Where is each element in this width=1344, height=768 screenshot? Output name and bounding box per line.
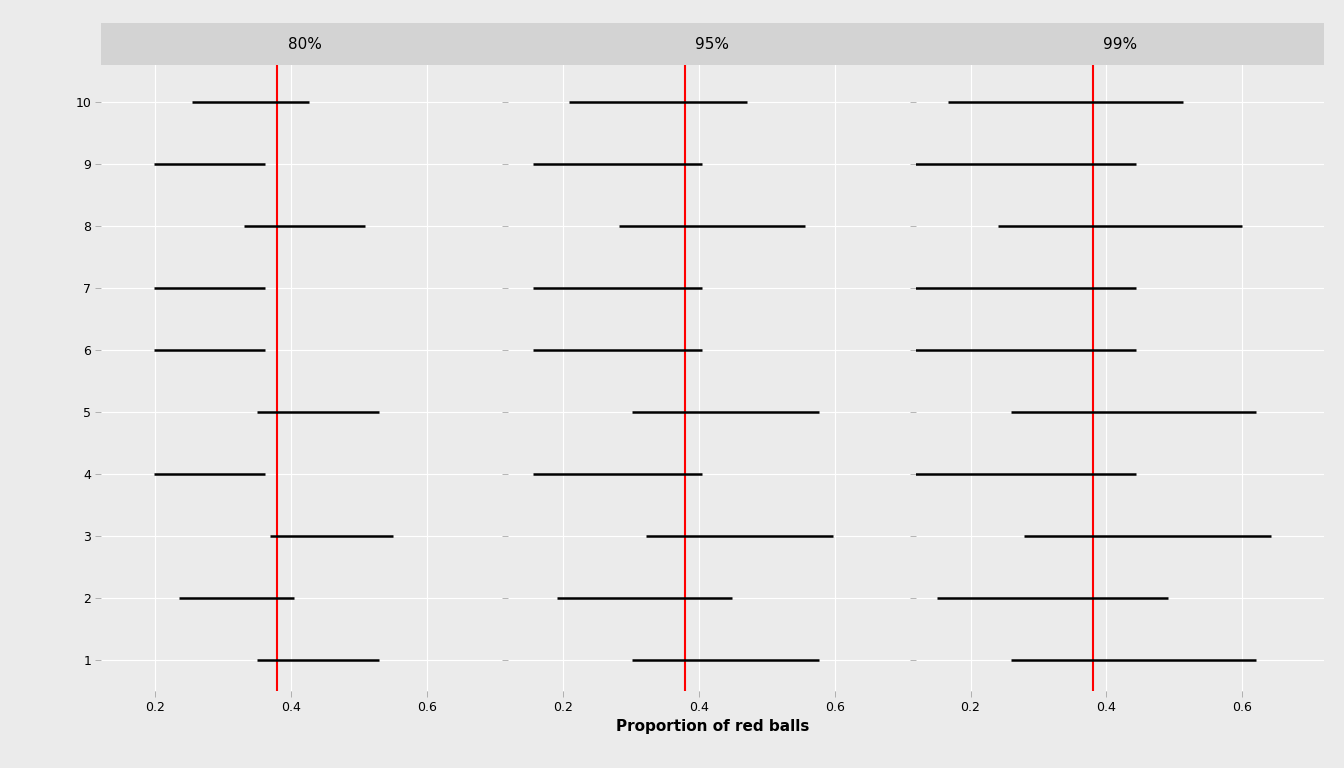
X-axis label: Proportion of red balls: Proportion of red balls [616, 720, 809, 734]
Text: 99%: 99% [1103, 37, 1137, 51]
Text: 95%: 95% [695, 37, 730, 51]
Text: 80%: 80% [288, 37, 321, 51]
